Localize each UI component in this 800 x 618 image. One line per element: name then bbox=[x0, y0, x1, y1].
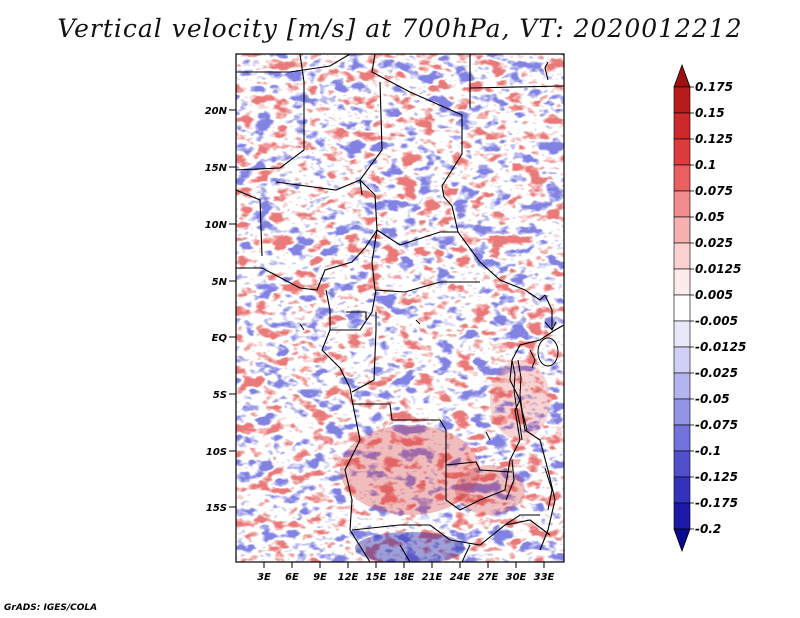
colorbar-label: -0.2 bbox=[695, 522, 721, 536]
lat-label-10n: 10N bbox=[205, 220, 228, 231]
colorbar-label: 0.125 bbox=[695, 132, 733, 146]
colorbar-swatch bbox=[673, 164, 691, 192]
colorbar-swatch bbox=[673, 190, 691, 218]
colorbar-swatch bbox=[673, 450, 691, 478]
lon-label-3e: 3E bbox=[257, 572, 271, 583]
colorbar-swatch bbox=[673, 372, 691, 400]
colorbar-swatch bbox=[673, 502, 691, 530]
colorbar-bottom-arrow bbox=[673, 528, 691, 553]
lon-label-33e: 33E bbox=[534, 572, 555, 583]
lon-label-6e: 6E bbox=[285, 572, 299, 583]
lat-label-eq: EQ bbox=[212, 333, 228, 344]
colorbar-label: -0.125 bbox=[695, 470, 738, 484]
lon-label-18e: 18E bbox=[394, 572, 415, 583]
lat-label-5s: 5S bbox=[213, 390, 227, 401]
colorbar-label: 0.075 bbox=[695, 184, 733, 198]
colorbar-swatch bbox=[673, 424, 691, 452]
colorbar: 0.175 0.15 0.125 0.1 0.075 0.05 0.025 0.0125 0.0… bbox=[673, 63, 746, 553]
country-borders bbox=[236, 54, 564, 562]
lat-label-15s: 15S bbox=[206, 503, 227, 514]
latitude-labels: 20N 15N 10N 5N EQ 5S 10S 15S bbox=[205, 106, 228, 514]
colorbar-swatch bbox=[673, 398, 691, 426]
colorbar-top-arrow bbox=[673, 63, 691, 88]
lon-label-30e: 30E bbox=[506, 572, 527, 583]
colorbar-swatch bbox=[673, 476, 691, 504]
colorbar-label: 0.1 bbox=[695, 158, 716, 172]
colorbar-swatch bbox=[673, 346, 691, 374]
lon-label-9e: 9E bbox=[313, 572, 327, 583]
colorbar-swatch bbox=[673, 112, 691, 140]
lon-label-12e: 12E bbox=[338, 572, 359, 583]
colorbar-label: -0.05 bbox=[695, 392, 730, 406]
colorbar-label: 0.05 bbox=[695, 210, 725, 224]
longitude-axis bbox=[263, 562, 545, 568]
colorbar-label: 0.005 bbox=[695, 288, 733, 302]
lon-label-24e: 24E bbox=[450, 572, 471, 583]
lat-label-15n: 15N bbox=[205, 163, 228, 174]
lon-label-15e: 15E bbox=[366, 572, 387, 583]
lat-label-5n: 5N bbox=[212, 277, 228, 288]
lakes bbox=[299, 319, 559, 441]
colorbar-label: -0.0125 bbox=[695, 340, 746, 354]
colorbar-label: 0.15 bbox=[695, 106, 725, 120]
colorbar-swatch bbox=[673, 138, 691, 166]
colorbar-label: 0.025 bbox=[695, 236, 733, 250]
map-title: Vertical velocity [m/s] at 700hPa, VT: 2… bbox=[57, 14, 743, 43]
colorbar-label: -0.1 bbox=[695, 444, 721, 458]
longitude-labels: 3E 6E 9E 12E 15E 18E 21E 24E 27E 30E 33E bbox=[257, 572, 554, 583]
lat-label-20n: 20N bbox=[205, 106, 228, 117]
latitude-axis bbox=[229, 109, 236, 508]
colorbar-label: -0.075 bbox=[695, 418, 738, 432]
velocity-field bbox=[236, 54, 564, 562]
colorbar-label: 0.175 bbox=[695, 80, 733, 94]
colorbar-label: 0.0125 bbox=[695, 262, 741, 276]
colorbar-label: -0.025 bbox=[695, 366, 738, 380]
lat-label-10s: 10S bbox=[206, 447, 227, 458]
colorbar-swatch bbox=[673, 294, 691, 322]
colorbar-swatch bbox=[673, 86, 691, 114]
lon-label-27e: 27E bbox=[478, 572, 499, 583]
colorbar-swatch bbox=[673, 268, 691, 296]
colorbar-swatch bbox=[673, 216, 691, 244]
colorbar-swatch bbox=[673, 242, 691, 270]
colorbar-swatch bbox=[673, 320, 691, 348]
credit-text: GrADS: IGES/COLA bbox=[4, 603, 98, 613]
colorbar-label: -0.175 bbox=[695, 496, 738, 510]
colorbar-label: -0.005 bbox=[695, 314, 738, 328]
map-frame bbox=[235, 53, 565, 563]
lon-label-21e: 21E bbox=[422, 572, 443, 583]
